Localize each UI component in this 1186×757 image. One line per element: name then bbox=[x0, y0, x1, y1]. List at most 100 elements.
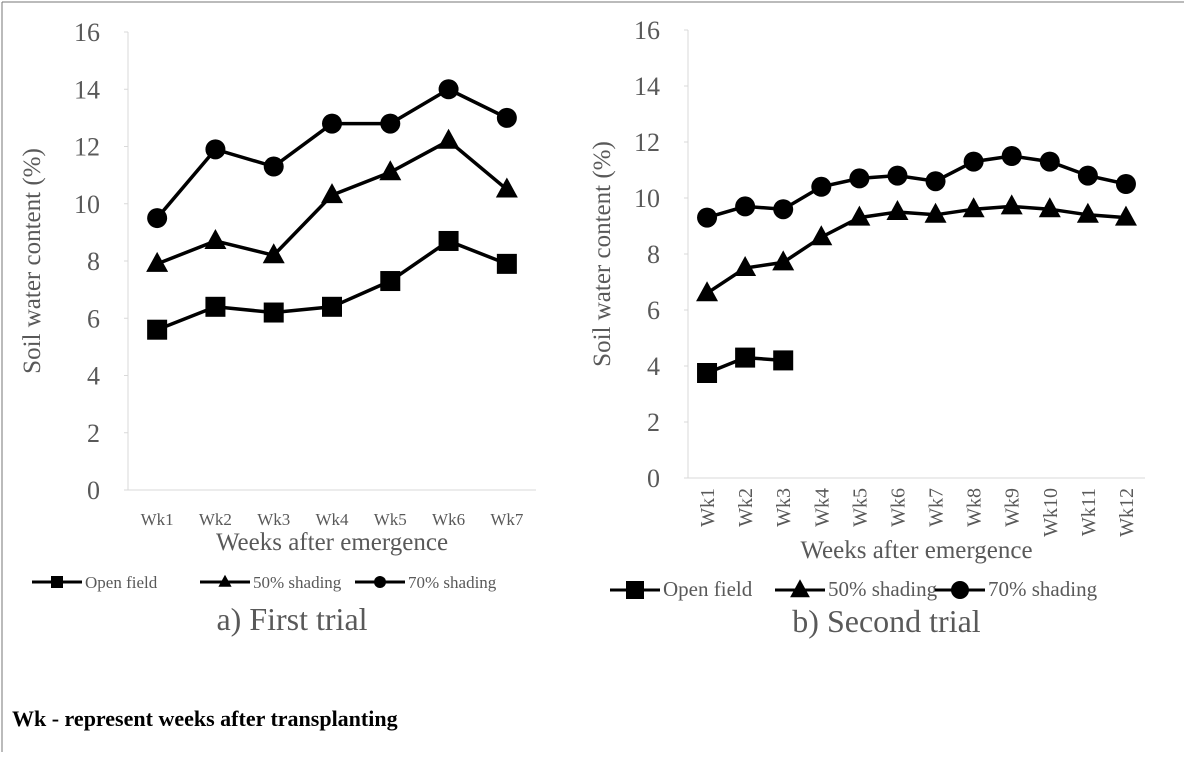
y-tick-label: 12 bbox=[74, 133, 100, 162]
y-tick-label: 0 bbox=[87, 476, 100, 505]
legend-marker bbox=[218, 574, 232, 587]
x-tick-label: Wk9 bbox=[1002, 488, 1024, 527]
y-tick-label: 0 bbox=[647, 464, 660, 493]
x-tick-label: Wk11 bbox=[1078, 488, 1100, 536]
x-axis-label: Weeks after emergence bbox=[800, 537, 1032, 564]
y-tick-label: 4 bbox=[87, 362, 100, 391]
x-tick-label: Wk1 bbox=[697, 488, 719, 527]
x-tick-label: Wk6 bbox=[887, 488, 909, 527]
data-point bbox=[697, 207, 718, 228]
data-point bbox=[925, 171, 946, 192]
data-point bbox=[1039, 151, 1060, 172]
y-tick-label: 4 bbox=[647, 352, 660, 381]
x-tick-label: Wk1 bbox=[141, 510, 174, 529]
y-tick-label: 12 bbox=[634, 128, 660, 157]
x-tick-label: Wk4 bbox=[315, 510, 349, 529]
data-point bbox=[696, 281, 719, 302]
data-point bbox=[924, 202, 947, 223]
data-point bbox=[811, 176, 832, 197]
x-tick-label: Wk5 bbox=[374, 510, 407, 529]
x-tick-label: Wk2 bbox=[735, 488, 757, 527]
x-tick-label: Wk3 bbox=[773, 488, 795, 527]
x-tick-label: Wk10 bbox=[1040, 488, 1062, 537]
legend-marker bbox=[951, 581, 969, 599]
y-tick-label: 6 bbox=[647, 296, 660, 325]
y-tick-label: 10 bbox=[634, 184, 660, 213]
x-tick-label: Wk8 bbox=[964, 488, 986, 527]
y-axis-label: Soil water content (%) bbox=[589, 141, 616, 367]
data-point bbox=[322, 113, 342, 134]
y-tick-label: 8 bbox=[647, 240, 660, 269]
data-point bbox=[773, 199, 794, 220]
y-tick-label: 14 bbox=[74, 75, 100, 104]
legend-marker bbox=[626, 581, 644, 599]
y-tick-label: 14 bbox=[634, 72, 660, 101]
data-point bbox=[849, 168, 870, 189]
legend-marker bbox=[374, 576, 386, 588]
data-point bbox=[263, 156, 284, 177]
data-point bbox=[848, 205, 871, 226]
x-tick-label: Wk3 bbox=[257, 510, 290, 529]
legend-label: 70% shading bbox=[988, 577, 1098, 601]
data-point bbox=[262, 243, 285, 264]
data-point bbox=[204, 228, 227, 249]
y-tick-label: 8 bbox=[87, 247, 100, 276]
data-point bbox=[1115, 174, 1136, 194]
data-point bbox=[1114, 205, 1137, 226]
data-point bbox=[205, 296, 226, 317]
x-tick-label: Wk7 bbox=[926, 488, 948, 527]
legend-label: 50% shading bbox=[828, 577, 938, 601]
y-tick-label: 16 bbox=[634, 16, 660, 45]
data-point bbox=[438, 230, 459, 251]
data-point bbox=[735, 347, 756, 368]
data-point bbox=[437, 128, 460, 149]
legend-marker bbox=[790, 579, 810, 598]
x-tick-label: Wk5 bbox=[849, 488, 871, 527]
data-point bbox=[380, 271, 401, 292]
data-point bbox=[380, 113, 401, 134]
data-point bbox=[810, 225, 833, 246]
x-tick-label: Wk7 bbox=[490, 510, 524, 529]
data-point bbox=[1038, 197, 1061, 218]
y-tick-label: 6 bbox=[87, 304, 100, 333]
legend-label: Open field bbox=[663, 577, 753, 601]
data-point bbox=[887, 165, 908, 186]
chart-title: a) First trial bbox=[216, 601, 367, 637]
y-axis-label: Soil water content (%) bbox=[19, 148, 46, 374]
data-point bbox=[697, 363, 718, 383]
chart-title: b) Second trial bbox=[792, 603, 981, 639]
data-point bbox=[962, 197, 985, 218]
legend-marker bbox=[51, 576, 63, 588]
legend-label: 70% shading bbox=[408, 573, 497, 592]
data-point bbox=[379, 160, 402, 181]
data-point bbox=[1000, 194, 1023, 215]
data-point bbox=[496, 107, 517, 128]
data-point bbox=[321, 183, 343, 204]
x-tick-label: Wk6 bbox=[432, 510, 465, 529]
data-point bbox=[773, 350, 794, 371]
data-point bbox=[146, 251, 169, 272]
data-point bbox=[1001, 146, 1022, 166]
data-point bbox=[322, 296, 342, 317]
data-point bbox=[205, 139, 226, 160]
y-tick-label: 2 bbox=[647, 408, 660, 437]
data-point bbox=[886, 200, 909, 220]
legend-label: Open field bbox=[85, 573, 158, 592]
data-point bbox=[1076, 202, 1099, 223]
data-point bbox=[963, 151, 984, 172]
data-point bbox=[734, 256, 757, 276]
data-point bbox=[147, 208, 168, 229]
y-tick-label: 10 bbox=[74, 190, 100, 219]
y-tick-label: 16 bbox=[74, 18, 100, 47]
x-tick-label: Wk2 bbox=[199, 510, 232, 529]
y-tick-label: 2 bbox=[87, 419, 100, 448]
data-point bbox=[438, 79, 459, 100]
data-point bbox=[735, 196, 756, 217]
x-axis-label: Weeks after emergence bbox=[216, 529, 448, 556]
x-tick-label: Wk4 bbox=[811, 488, 833, 527]
x-tick-label: Wk12 bbox=[1116, 488, 1138, 537]
footnote: Wk - represent weeks after transplanting bbox=[12, 706, 398, 731]
legend-label: 50% shading bbox=[253, 573, 342, 592]
